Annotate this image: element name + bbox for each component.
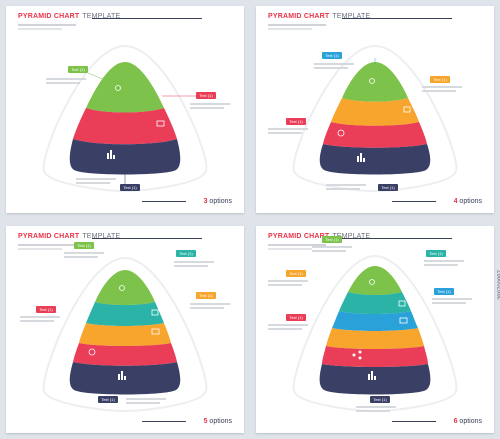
- panel-title: PYRAMID CHART TEMPLATE: [18, 13, 121, 20]
- panel-3-options: PYRAMID CHART TEMPLATE Text (1) Text (1) …: [6, 6, 244, 213]
- options-count: 3 options: [203, 198, 232, 205]
- pyramid-diagram: [42, 44, 208, 193]
- panel-6-options: PYRAMID CHART TEMPLATE Text (1) Text (1) …: [256, 226, 494, 433]
- options-count: 6 options: [453, 418, 482, 425]
- tag-1: Text (1): [74, 242, 94, 249]
- segment-1: [86, 62, 164, 113]
- tag-1: Text (1): [322, 52, 342, 59]
- panel-title: PYRAMID CHART TEMPLATE: [268, 13, 371, 20]
- tag-4: Text (1): [434, 288, 454, 295]
- tag-5: Text (1): [98, 396, 118, 403]
- panel-4-options: PYRAMID CHART TEMPLATE Text (1) Text (1) …: [256, 6, 494, 213]
- segment-3: [69, 139, 181, 175]
- tag-2: Text (1): [176, 250, 196, 257]
- tag-2: Text (1): [430, 76, 450, 83]
- options-count: 4 options: [453, 198, 482, 205]
- tag-4: Text (1): [378, 184, 398, 191]
- segment-2: [73, 108, 177, 145]
- tag-1: Text (1): [322, 236, 342, 243]
- tag-1: Text (1): [68, 66, 88, 73]
- tag-5: Text (1): [286, 314, 306, 321]
- tag-2: Text (1): [196, 92, 216, 99]
- tag-3: Text (1): [120, 184, 140, 191]
- tag-4: Text (1): [36, 306, 56, 313]
- tag-3: Text (1): [196, 292, 216, 299]
- panel-title: PYRAMID CHART TEMPLATE: [18, 233, 121, 240]
- tag-6: Text (1): [370, 396, 390, 403]
- tag-2: Text (1): [426, 250, 446, 257]
- pyramid-diagram: [42, 256, 208, 413]
- tag-3: Text (1): [286, 270, 306, 277]
- tag-3: Text (1): [286, 118, 306, 125]
- pyramid-diagram: [292, 254, 458, 413]
- pyramid-diagram: [292, 44, 458, 193]
- panel-title: PYRAMID CHART TEMPLATE: [268, 233, 371, 240]
- panel-5-options: PYRAMID CHART TEMPLATE Text (1) Text (1) …: [6, 226, 244, 433]
- options-count: 5 options: [203, 418, 232, 425]
